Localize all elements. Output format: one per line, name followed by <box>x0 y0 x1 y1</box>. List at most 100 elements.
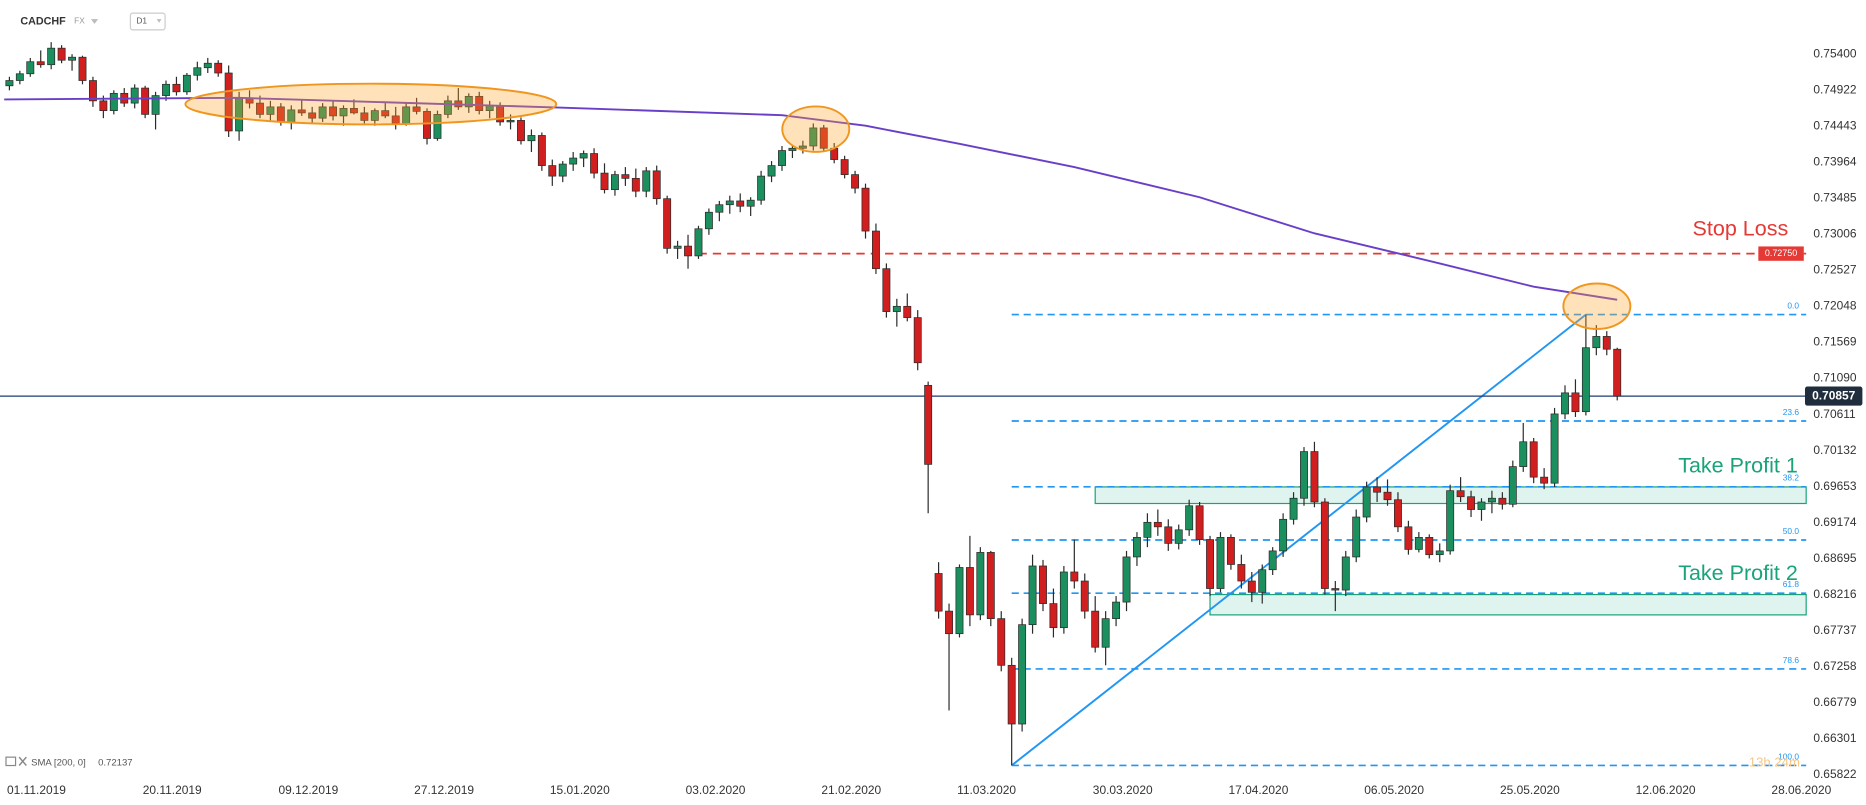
stop-loss-price-box <box>1758 246 1804 261</box>
y-tick-label: 0.69653 <box>1813 479 1857 493</box>
candle-body <box>1519 441 1528 467</box>
candle-body <box>443 100 452 115</box>
candle-body <box>704 211 713 230</box>
timeframe-box[interactable] <box>129 12 166 31</box>
candle-body <box>172 83 181 93</box>
symbol[interactable]: CADCHF <box>20 15 66 27</box>
legend-icon[interactable] <box>5 756 17 767</box>
candle-body <box>1258 569 1267 593</box>
candle-body <box>1289 497 1298 520</box>
candle-body <box>381 110 390 117</box>
y-tick-label: 0.67258 <box>1813 659 1857 673</box>
candle-body <box>600 172 609 191</box>
highlight-circles <box>184 82 1632 330</box>
candle-body <box>924 384 933 465</box>
candle-body <box>903 305 912 318</box>
candle-body <box>360 112 369 121</box>
dropdown-arrow[interactable] <box>90 19 99 24</box>
candle-body <box>997 618 1006 666</box>
candle-body <box>297 109 306 114</box>
candle-body <box>1581 347 1590 413</box>
timeframe[interactable]: D1 <box>136 16 147 26</box>
candle-body <box>1508 466 1517 505</box>
candle-body <box>475 95 484 111</box>
candle-body <box>861 187 870 232</box>
candle-body <box>57 47 66 61</box>
candle-body <box>558 163 567 177</box>
candle-body <box>694 228 703 257</box>
candle-body <box>68 56 76 61</box>
candle-body <box>569 157 578 165</box>
candle-body <box>778 150 786 166</box>
y-tick-label: 0.67737 <box>1813 623 1857 637</box>
candle-body <box>590 153 599 174</box>
x-tick-label: 09.12.2019 <box>278 783 338 797</box>
candle-body <box>1487 497 1496 503</box>
y-tick-label: 0.73006 <box>1813 227 1857 241</box>
y-tick-label: 0.74922 <box>1813 82 1857 96</box>
candle-body <box>1561 392 1569 415</box>
y-tick-label: 0.68695 <box>1813 551 1857 565</box>
dropdown-arrow[interactable] <box>156 19 162 23</box>
x-tick-label: 21.02.2020 <box>821 783 881 797</box>
y-tick-label: 0.70132 <box>1813 443 1857 457</box>
y-tick-label: 0.70611 <box>1813 407 1856 421</box>
candle-body <box>851 174 860 189</box>
last-price-box <box>1804 386 1863 406</box>
candle-body <box>736 200 745 207</box>
fib-level-label: 100.0 <box>1778 751 1799 761</box>
candle-body <box>986 552 995 620</box>
candle-body <box>506 120 515 123</box>
candle-body <box>621 174 630 179</box>
candle-body <box>527 135 536 142</box>
sma-legend-name: SMA [200, 0] <box>31 758 86 769</box>
candle-body <box>892 305 901 312</box>
candle-body <box>349 108 358 114</box>
x-tick-label: 06.05.2020 <box>1364 783 1424 797</box>
take-profit-label: Take Profit 2 <box>1678 561 1798 585</box>
candle-body <box>1352 516 1361 558</box>
candle-body <box>1477 501 1486 510</box>
candle-body <box>318 106 327 119</box>
candle-body <box>193 67 202 76</box>
candle-body <box>945 610 953 635</box>
candle-body <box>1091 610 1100 648</box>
candle-body <box>1310 451 1319 503</box>
candle-body <box>955 567 964 635</box>
candle-body <box>151 95 160 115</box>
candle-body <box>203 62 212 69</box>
candle-body <box>684 245 692 257</box>
legend-close[interactable] <box>18 756 27 766</box>
candle-body <box>1059 571 1068 629</box>
candle-body <box>1540 476 1549 484</box>
y-tick-label: 0.72048 <box>1813 299 1857 313</box>
x-tick-label: 15.01.2020 <box>550 783 610 797</box>
candle-body <box>1237 564 1246 582</box>
y-tick-label: 0.68216 <box>1813 587 1857 601</box>
candle-body <box>1435 550 1444 556</box>
candle-body <box>663 198 672 249</box>
candle-body <box>1185 505 1194 531</box>
countdown: 13h 24m <box>1749 755 1800 770</box>
candle-body <box>26 61 35 75</box>
fib-level-label: 0.0 <box>1787 300 1799 310</box>
candle-body <box>798 145 807 149</box>
fib-level-label: 38.2 <box>1783 473 1800 483</box>
candle-body <box>1070 571 1079 582</box>
candle-body <box>329 106 338 117</box>
y-tick-label: 0.69174 <box>1813 515 1857 529</box>
candle-body <box>610 174 619 191</box>
y-tick-label: 0.74443 <box>1813 118 1857 132</box>
candle-body <box>99 100 108 111</box>
candle-body <box>1018 624 1027 725</box>
y-tick-label: 0.75400 <box>1813 46 1857 60</box>
highlight-ellipse <box>781 105 851 153</box>
candle-body <box>872 230 880 270</box>
candle-body <box>1153 521 1162 528</box>
candle-body <box>1394 499 1402 528</box>
candle-body <box>256 102 264 115</box>
candle-body <box>1112 601 1121 620</box>
candle-body <box>1268 550 1277 571</box>
candle-body <box>109 92 118 111</box>
